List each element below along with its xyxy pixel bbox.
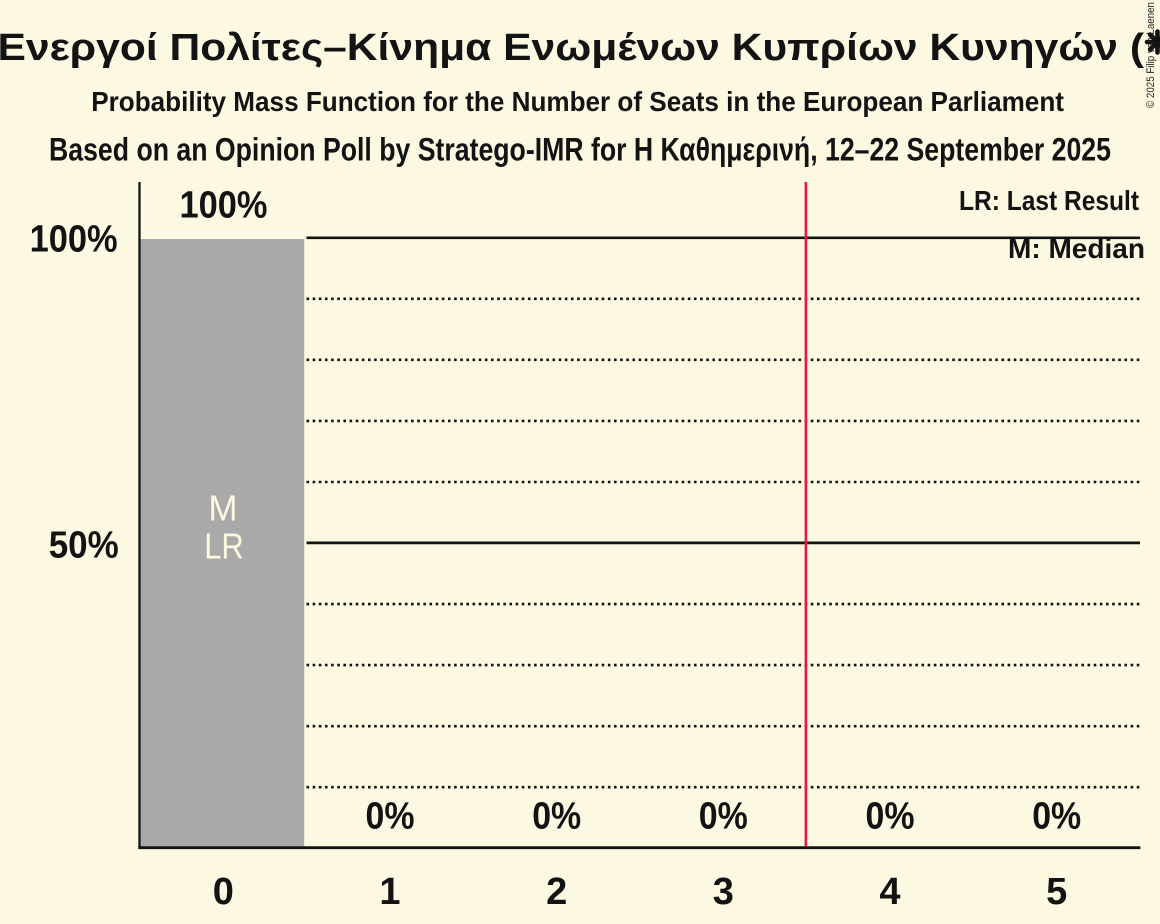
svg-text:© 2025 Filip van Laenen: © 2025 Filip van Laenen <box>1145 2 1157 108</box>
svg-text:LR: Last Result: LR: Last Result <box>959 185 1139 216</box>
svg-text:5: 5 <box>1046 871 1067 913</box>
svg-text:100%: 100% <box>30 219 118 261</box>
svg-text:100%: 100% <box>180 185 268 227</box>
svg-text:Ενεργοί Πολίτες–Κίνημα Ενωμένω: Ενεργοί Πολίτες–Κίνημα Ενωμένων Κυπρίων … <box>0 27 1144 69</box>
svg-text:LR: LR <box>204 525 244 566</box>
svg-text:Based on an Opinion Poll by St: Based on an Opinion Poll by Stratego-IMR… <box>49 132 1111 168</box>
svg-text:1: 1 <box>379 871 400 913</box>
svg-text:0%: 0% <box>866 796 915 838</box>
svg-text:0: 0 <box>213 871 234 913</box>
svg-text:M: Median: M: Median <box>1008 233 1145 264</box>
svg-text:Probability Mass Function for: Probability Mass Function for the Number… <box>91 86 1064 117</box>
svg-text:0%: 0% <box>532 796 581 838</box>
svg-text:4: 4 <box>879 871 900 913</box>
svg-text:0%: 0% <box>699 796 748 838</box>
svg-text:M: M <box>208 488 237 529</box>
svg-text:0%: 0% <box>1032 796 1081 838</box>
svg-text:2: 2 <box>546 871 567 913</box>
svg-text:3: 3 <box>713 871 734 913</box>
svg-text:0%: 0% <box>366 796 415 838</box>
svg-text:50%: 50% <box>49 525 119 567</box>
